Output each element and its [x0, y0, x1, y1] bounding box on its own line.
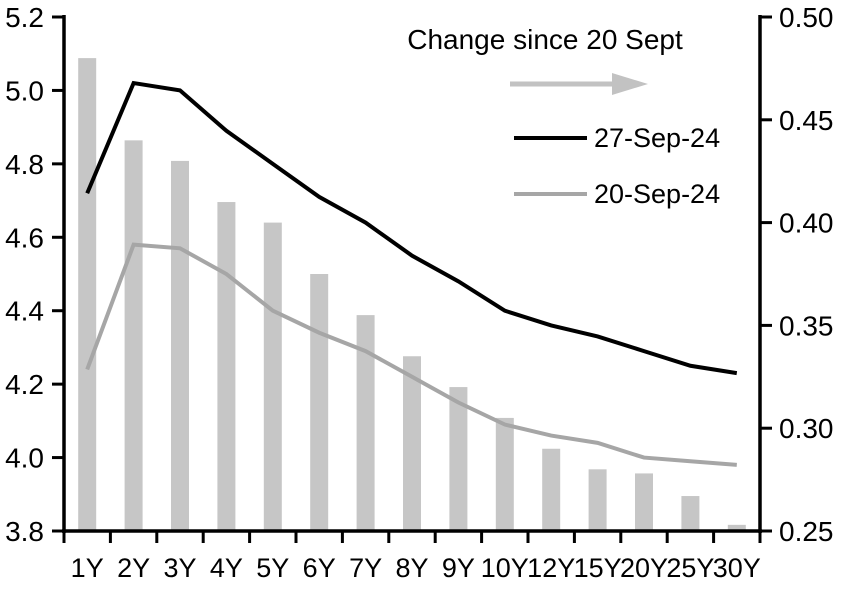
left-axis-tick-label: 4.6 [5, 222, 44, 253]
legend-item-27-sep: 27-Sep-24 [514, 122, 720, 154]
right-axis-tick-label: 0.40 [779, 208, 834, 239]
bar-5Y [263, 222, 282, 531]
legend-label-27-sep: 27-Sep-24 [594, 122, 721, 153]
x-axis-label-4Y: 4Y [210, 553, 243, 583]
line-series-27-Sep-24 [85, 80, 738, 376]
x-axis-label-15Y: 15Y [574, 553, 622, 583]
gray-line-swatch [514, 192, 587, 196]
bar-7Y [356, 315, 375, 531]
bar-1Y [78, 58, 97, 532]
black-line-swatch [514, 136, 587, 140]
x-axis-label-2Y: 2Y [117, 553, 150, 583]
left-axis-tick-label: 4.2 [5, 369, 44, 400]
bar-15Y [588, 469, 607, 531]
legend-item-20-sep: 20-Sep-24 [514, 178, 720, 210]
bar-3Y [171, 160, 189, 532]
left-axis-tick-label: 4.4 [5, 296, 44, 327]
x-axis-label-12Y: 12Y [527, 553, 575, 583]
x-axis-label-3Y: 3Y [163, 553, 196, 583]
left-axis-tick-label: 4.8 [5, 149, 44, 180]
line-series-20-Sep-24 [85, 242, 737, 467]
x-axis-label-1Y: 1Y [71, 553, 104, 583]
left-axis-tick-label: 4.0 [5, 443, 44, 474]
bar-6Y [310, 274, 329, 531]
x-axis-label-5Y: 5Y [256, 553, 289, 583]
right-axis-tick-label: 0.45 [779, 105, 834, 136]
change-arrow-icon [508, 71, 650, 97]
right-axis-tick-label: 0.35 [779, 310, 834, 341]
bar-12Y [542, 448, 561, 531]
x-axis-label-6Y: 6Y [303, 553, 336, 583]
bar-20Y [635, 473, 653, 531]
left-axis-tick-label: 5.2 [5, 2, 44, 33]
left-axis-tick-label: 3.8 [5, 516, 44, 547]
bar-30Y [727, 524, 746, 531]
x-axis-label-25Y: 25Y [666, 553, 714, 583]
x-axis-label-7Y: 7Y [349, 553, 382, 583]
bar-8Y [403, 356, 421, 531]
bar-9Y [449, 387, 468, 531]
x-axis-label-9Y: 9Y [442, 553, 475, 583]
right-axis-tick-label: 0.30 [779, 413, 834, 444]
x-axis-label-30Y: 30Y [713, 553, 761, 583]
x-axis-label-20Y: 20Y [620, 553, 668, 583]
bar-25Y [681, 496, 700, 531]
legend-label-20-sep: 20-Sep-24 [594, 178, 721, 209]
x-axis-label-8Y: 8Y [395, 553, 428, 583]
bar-10Y [495, 417, 514, 531]
left-axis-tick-label: 5.0 [5, 75, 44, 106]
bar-4Y [217, 202, 236, 532]
right-axis-tick-label: 0.50 [779, 2, 834, 33]
x-axis-label-10Y: 10Y [481, 553, 529, 583]
bar-2Y [124, 140, 143, 532]
right-axis-tick-label: 0.25 [779, 516, 834, 547]
legend-title: Change since 20 Sept [407, 24, 683, 55]
